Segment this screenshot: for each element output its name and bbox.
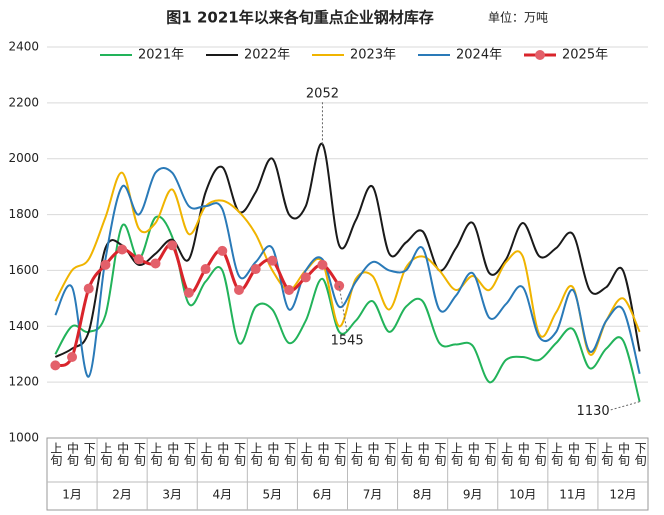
point-marker	[117, 244, 128, 255]
x-tick-label: 下旬	[82, 442, 96, 466]
x-tick-label: 中旬	[316, 441, 330, 466]
y-tick-label: 1600	[8, 263, 39, 277]
x-tick-label: 上旬	[399, 442, 413, 466]
x-tick-label: 上旬	[450, 442, 464, 466]
legend-label: 2025年	[562, 48, 608, 63]
x-tick-label: 上旬	[149, 442, 163, 466]
x-tick-label: 上旬	[299, 442, 313, 466]
point-marker	[67, 352, 78, 363]
x-tick-label: 下旬	[383, 442, 397, 466]
point-marker	[200, 264, 211, 275]
point-marker	[50, 360, 61, 371]
group-label: 3月	[162, 488, 182, 502]
point-marker	[183, 287, 194, 298]
x-tick-label: 中旬	[566, 441, 580, 466]
x-tick-label: 上旬	[500, 442, 514, 466]
point-marker	[300, 272, 311, 283]
x-tick-label: 下旬	[182, 442, 196, 466]
point-marker	[167, 240, 178, 251]
x-tick-label: 中旬	[166, 441, 180, 466]
x-tick-label: 中旬	[266, 441, 280, 466]
series-line	[54, 143, 641, 358]
point-marker	[233, 284, 244, 295]
series-line	[54, 166, 641, 378]
x-tick-label: 下旬	[232, 442, 246, 466]
x-tick-label: 上旬	[349, 442, 363, 466]
group-label: 6月	[313, 488, 333, 502]
y-tick-label: 1200	[8, 375, 39, 389]
unit-label: 单位：万吨	[488, 10, 548, 25]
annotation-label: 1130	[577, 404, 610, 419]
group-label: 9月	[463, 488, 483, 502]
group-label: 1月	[62, 488, 82, 502]
y-tick-label: 1400	[8, 319, 39, 333]
y-tick-label: 1800	[8, 207, 39, 221]
x-tick-label: 中旬	[66, 441, 80, 466]
x-tick-label: 下旬	[433, 442, 447, 466]
group-label: 8月	[413, 488, 433, 502]
group-label: 12月	[609, 488, 636, 502]
chart-title: 图1 2021年以来各旬重点企业钢材库存	[166, 9, 433, 27]
x-tick-label: 上旬	[49, 442, 63, 466]
x-tick-label: 上旬	[199, 442, 213, 466]
x-tick-label: 下旬	[533, 442, 547, 466]
x-tick-label: 下旬	[583, 442, 597, 466]
x-tick-label: 上旬	[99, 442, 113, 466]
point-marker	[100, 259, 111, 270]
point-marker	[133, 254, 144, 265]
point-marker	[250, 264, 261, 275]
legend-label: 2024年	[456, 48, 502, 63]
y-tick-label: 1000	[8, 431, 39, 445]
legend-label: 2021年	[138, 48, 184, 63]
x-tick-label: 中旬	[216, 441, 230, 466]
point-marker	[83, 283, 94, 294]
x-tick-label: 中旬	[516, 441, 530, 466]
x-tick-label: 下旬	[132, 442, 146, 466]
annotation-leader	[609, 401, 640, 411]
series-line	[54, 243, 341, 367]
group-label: 10月	[509, 488, 536, 502]
annotation-label: 1545	[331, 333, 364, 348]
x-tick-label: 上旬	[550, 442, 564, 466]
x-tick-label: 下旬	[283, 442, 297, 466]
point-marker	[150, 258, 161, 269]
x-tick-label: 上旬	[600, 442, 614, 466]
y-tick-label: 2400	[8, 40, 39, 54]
point-marker	[284, 284, 295, 295]
point-marker	[267, 255, 278, 266]
x-tick-label: 上旬	[249, 442, 263, 466]
y-tick-label: 2200	[8, 95, 39, 109]
legend-marker	[535, 50, 545, 60]
x-tick-label: 中旬	[466, 441, 480, 466]
legend-label: 2023年	[350, 48, 396, 63]
y-tick-label: 2000	[8, 151, 39, 165]
x-tick-label: 中旬	[366, 441, 380, 466]
legend-label: 2022年	[244, 48, 290, 63]
x-tick-label: 下旬	[633, 442, 647, 466]
x-tick-label: 下旬	[333, 442, 347, 466]
group-label: 2月	[112, 488, 132, 502]
group-label: 5月	[263, 488, 283, 502]
x-tick-label: 中旬	[616, 441, 630, 466]
series-line	[54, 171, 641, 356]
point-marker	[317, 259, 328, 270]
group-label: 4月	[212, 488, 232, 502]
group-label: 11月	[559, 488, 586, 502]
x-tick-label: 中旬	[116, 441, 130, 466]
point-marker	[217, 245, 228, 256]
x-tick-label: 下旬	[483, 442, 497, 466]
series-line	[54, 215, 641, 402]
x-tick-label: 中旬	[416, 441, 430, 466]
annotation-label: 2052	[306, 87, 339, 102]
group-label: 7月	[363, 488, 383, 502]
